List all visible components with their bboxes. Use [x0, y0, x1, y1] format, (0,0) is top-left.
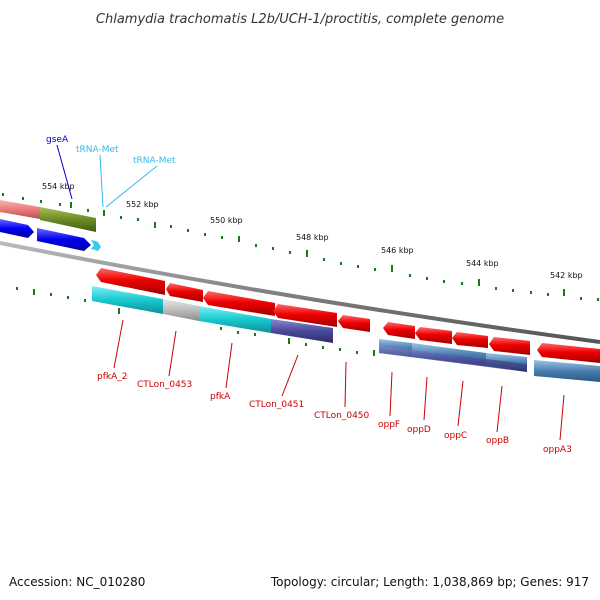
gene-block[interactable] [92, 286, 163, 314]
gene-label[interactable]: CTLon_0450 [314, 411, 370, 421]
kbp-label: 542 kbp [550, 271, 583, 280]
gene-label[interactable]: CTLon_0451 [249, 400, 304, 410]
gene-block[interactable] [199, 306, 271, 333]
gene-label[interactable]: oppB [486, 436, 509, 446]
reverse-genes-top [0, 219, 101, 251]
kbp-label: 544 kbp [466, 259, 499, 268]
kbp-label: 548 kbp [296, 233, 329, 242]
bottom-gene-labels [113, 319, 565, 441]
gene-label[interactable]: pfkA_2 [97, 372, 127, 382]
gene-arrow[interactable] [96, 268, 165, 295]
gene-arrow[interactable] [537, 343, 600, 363]
top-gene-labels: gseA tRNA-Met tRNA-Met [46, 135, 176, 208]
gene-arrow[interactable] [273, 304, 337, 327]
kbp-label: 552 kbp [126, 200, 159, 209]
gene-block[interactable] [0, 200, 40, 219]
genome-backbone [0, 241, 600, 344]
gene-arrow[interactable] [37, 228, 91, 251]
trna-arrow[interactable] [95, 241, 101, 251]
gene-arrow[interactable] [415, 327, 452, 344]
gene-label[interactable]: tRNA-Met [76, 145, 119, 155]
gene-arrow[interactable] [203, 291, 275, 316]
gene-label[interactable]: oppF [378, 420, 400, 430]
gene-arrow[interactable] [452, 332, 488, 348]
gene-block[interactable] [534, 360, 600, 382]
gene-arrow[interactable] [0, 219, 34, 238]
gene-arrow[interactable] [383, 322, 415, 339]
gene-label[interactable]: CTLon_0453 [137, 380, 192, 390]
accession-text: Accession: NC_010280 [9, 575, 145, 589]
cog-track-bottom [92, 286, 600, 382]
scale-labels: 554 kbp 552 kbp 550 kbp 548 kbp 546 kbp … [42, 182, 583, 280]
gene-arrow[interactable] [338, 315, 370, 332]
cog-track-top [0, 200, 96, 232]
genome-stats-text: Topology: circular; Length: 1,038,869 bp… [270, 575, 589, 589]
gene-block[interactable] [40, 207, 96, 232]
kbp-label: 550 kbp [210, 216, 243, 225]
inner-scale-track [16, 287, 375, 356]
kbp-label: 554 kbp [42, 182, 75, 191]
kbp-label: 546 kbp [381, 246, 414, 255]
bottom-gene-label-texts: pfkA_2 CTLon_0453 pfkA CTLon_0451 CTLon_… [97, 372, 572, 455]
gene-label[interactable]: gseA [46, 135, 69, 145]
forward-genes [96, 268, 600, 363]
gene-arrow[interactable] [166, 283, 203, 302]
map-title: Chlamydia trachomatis L2b/UCH-1/proctiti… [96, 12, 504, 27]
gene-label[interactable]: oppC [444, 431, 467, 441]
gene-label[interactable]: oppA3 [543, 445, 572, 455]
gene-block[interactable] [163, 299, 199, 321]
gene-block[interactable] [379, 346, 527, 372]
gene-label[interactable]: pfkA [210, 392, 231, 402]
gene-block[interactable] [271, 319, 333, 343]
gene-label[interactable]: tRNA-Met [133, 156, 176, 166]
gene-arrow[interactable] [489, 337, 530, 355]
gene-label[interactable]: oppD [407, 425, 431, 435]
outer-scale-track [2, 193, 599, 301]
